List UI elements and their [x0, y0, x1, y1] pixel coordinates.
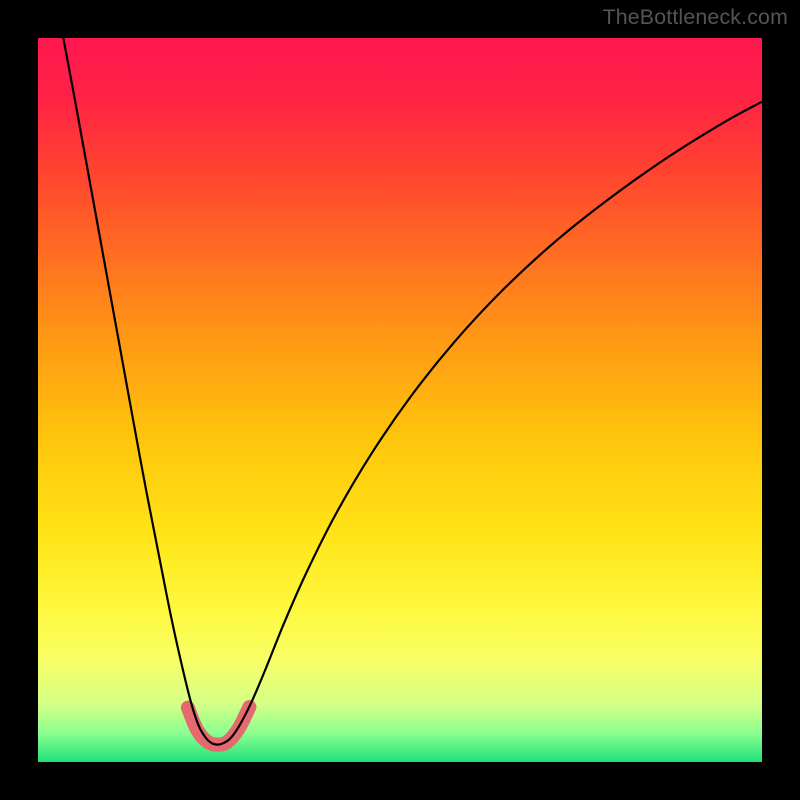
curve-layer — [38, 38, 762, 762]
watermark-text: TheBottleneck.com — [603, 5, 788, 30]
image-root: TheBottleneck.com — [0, 0, 800, 800]
bottleneck-curve — [63, 38, 762, 745]
plot-area — [38, 38, 762, 762]
